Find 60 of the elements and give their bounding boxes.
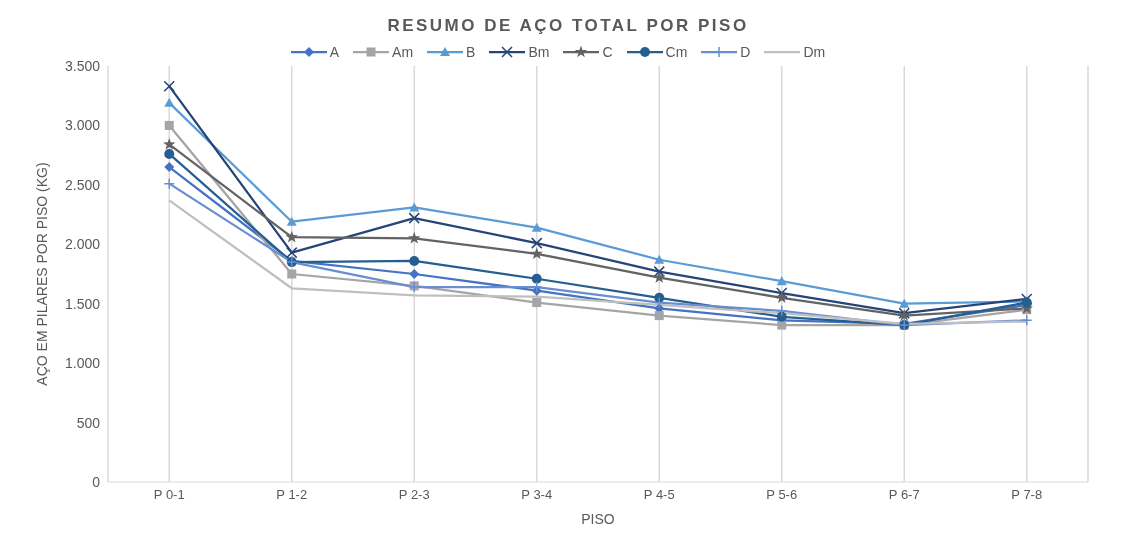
x-tick-label: P 7-8 bbox=[1011, 487, 1043, 503]
point bbox=[164, 162, 175, 173]
x-tick-label: P 0-1 bbox=[153, 487, 185, 503]
y-tick-label: 2.500 bbox=[64, 176, 101, 193]
point bbox=[654, 254, 665, 264]
point bbox=[163, 80, 175, 92]
y-tick-label: 2.000 bbox=[64, 236, 101, 253]
x-tick-label: P 3-4 bbox=[521, 487, 553, 503]
x-axis-title: PISO bbox=[581, 511, 615, 527]
x-tick-label: P 4-5 bbox=[643, 487, 675, 503]
point bbox=[164, 120, 174, 130]
point bbox=[164, 148, 175, 159]
legend-label: Dm bbox=[802, 44, 826, 60]
point bbox=[163, 177, 175, 190]
point bbox=[653, 296, 665, 309]
point bbox=[775, 291, 788, 304]
point bbox=[409, 202, 420, 212]
point bbox=[286, 246, 298, 259]
point bbox=[653, 265, 665, 278]
x-tick-label: P 2-3 bbox=[398, 487, 430, 503]
point bbox=[532, 298, 542, 308]
point bbox=[776, 305, 788, 317]
point bbox=[408, 231, 421, 244]
y-tick-label: 1.500 bbox=[64, 295, 101, 312]
y-tick-label: 3.500 bbox=[64, 57, 101, 74]
point bbox=[531, 237, 543, 249]
point bbox=[530, 247, 543, 260]
point bbox=[531, 222, 542, 232]
point bbox=[409, 255, 420, 266]
point bbox=[654, 311, 664, 321]
x-tick-label: P 6-7 bbox=[888, 487, 920, 503]
point bbox=[408, 212, 420, 224]
point bbox=[531, 273, 542, 284]
point bbox=[409, 269, 420, 279]
legend-label: C bbox=[601, 44, 613, 60]
point bbox=[653, 271, 666, 283]
point bbox=[777, 320, 787, 330]
point bbox=[286, 216, 297, 226]
point bbox=[1021, 314, 1033, 327]
legend-label: Am bbox=[391, 44, 414, 60]
legend-label: B bbox=[465, 44, 476, 60]
point bbox=[776, 276, 787, 286]
legend-label: D bbox=[739, 44, 751, 60]
point bbox=[163, 137, 176, 150]
point bbox=[164, 97, 175, 107]
legend-label: Cm bbox=[664, 44, 688, 60]
y-tick-label: 3.000 bbox=[64, 117, 101, 134]
legend-label: Bm bbox=[527, 44, 550, 60]
chart-title: RESUMO DE AÇO TOTAL POR PISO bbox=[386, 16, 750, 37]
point bbox=[899, 298, 910, 308]
y-tick-label: 1.000 bbox=[64, 355, 101, 372]
point bbox=[287, 269, 297, 279]
point bbox=[776, 287, 788, 299]
legend-label: A bbox=[328, 44, 340, 60]
point bbox=[285, 230, 298, 243]
x-tick-label: P 5-6 bbox=[766, 487, 798, 503]
x-tick-label: P 1-2 bbox=[276, 487, 308, 503]
y-tick-label: 0 bbox=[92, 473, 101, 490]
y-tick-label: 500 bbox=[76, 414, 101, 431]
y-axis-title: AÇO EM PILARES POR PISO (KG) bbox=[33, 162, 50, 386]
